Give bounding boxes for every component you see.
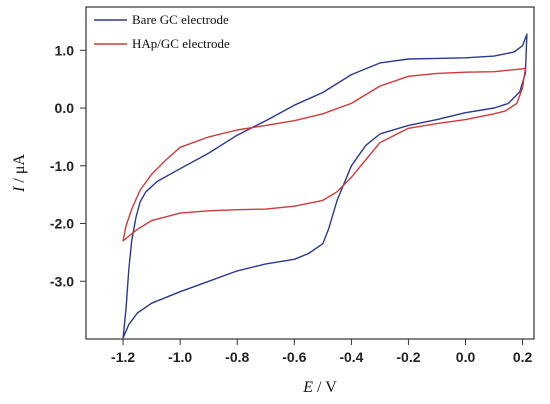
y-tick-label: -3.0 xyxy=(50,273,74,289)
x-tick-label: 0.2 xyxy=(513,349,533,365)
legend-entry-label: Bare GC electrode xyxy=(132,12,229,27)
y-axis-label: I / μA xyxy=(11,154,28,193)
y-axis-symbol: I xyxy=(11,186,28,193)
x-tick-label: -1.0 xyxy=(168,349,192,365)
y-tick-label: -2.0 xyxy=(50,216,74,232)
axis-ticks: -1.2 -1.0 -0.8 -0.6 -0.4 -0.2 0.0 0.2 1.0 0.0 -1.0… xyxy=(50,42,533,365)
x-axis-symbol: E xyxy=(302,379,313,396)
plot-area-frame xyxy=(85,6,535,340)
series-layer xyxy=(122,33,528,339)
x-tick-label: -0.8 xyxy=(225,349,249,365)
legend: Bare GC electrode HAp/GC electrode xyxy=(94,12,230,51)
legend-entry-label: HAp/GC electrode xyxy=(132,36,230,51)
x-axis-unit: / V xyxy=(313,379,337,396)
x-axis-label: E / V xyxy=(302,379,337,396)
series-line-hap-gc xyxy=(122,67,527,242)
y-tick-label: 1.0 xyxy=(55,42,75,58)
y-tick-label: 0.0 xyxy=(55,100,75,116)
y-tick-label: -1.0 xyxy=(50,158,74,174)
x-tick-label: -0.4 xyxy=(339,349,363,365)
x-tick-label: -0.2 xyxy=(396,349,420,365)
y-axis-unit: / μA xyxy=(11,154,28,187)
x-tick-label: -1.2 xyxy=(111,349,135,365)
x-tick-label: -0.6 xyxy=(282,349,306,365)
series-line-bare-gc xyxy=(122,33,528,339)
x-tick-label: 0.0 xyxy=(456,349,476,365)
